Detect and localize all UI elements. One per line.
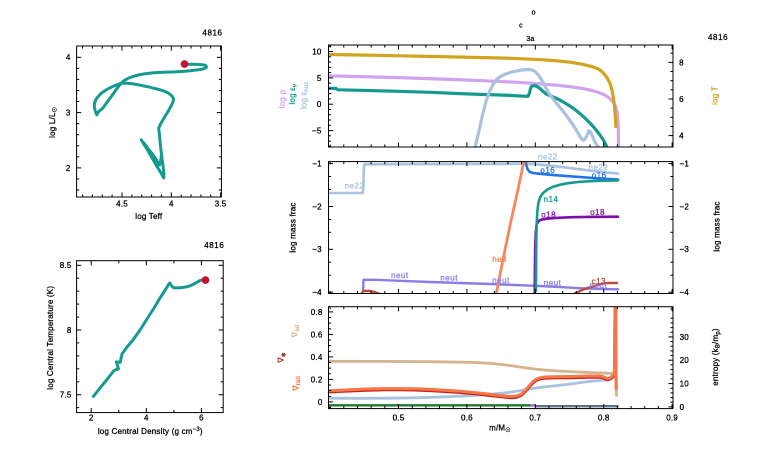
svg-text:−2: −2 xyxy=(680,202,690,211)
svg-text:−4: −4 xyxy=(680,288,690,297)
svg-text:o16: o16 xyxy=(592,171,607,180)
svg-text:0.6: 0.6 xyxy=(461,413,473,422)
svg-text:o: o xyxy=(532,9,536,16)
svg-text:4816: 4816 xyxy=(204,241,224,250)
svg-text:0.9: 0.9 xyxy=(666,413,678,422)
svg-text:6: 6 xyxy=(679,95,684,104)
svg-text:o18: o18 xyxy=(590,208,605,217)
svg-text:ne22: ne22 xyxy=(345,182,365,191)
svg-text:neut: neut xyxy=(440,273,458,282)
svg-text:log ρ: log ρ xyxy=(278,90,287,109)
svg-text:0: 0 xyxy=(680,403,685,412)
svg-text:−2: −2 xyxy=(312,202,322,211)
svg-text:log mass frac: log mass frac xyxy=(713,201,722,251)
svg-text:log Central Density (g cm−3): log Central Density (g cm−3) xyxy=(98,427,203,436)
svg-text:log Teff: log Teff xyxy=(135,212,163,221)
svg-text:4816: 4816 xyxy=(202,28,222,37)
svg-text:3.5: 3.5 xyxy=(215,200,227,209)
svg-text:5: 5 xyxy=(317,74,322,83)
svg-text:0.2: 0.2 xyxy=(311,375,323,384)
svg-text:neut: neut xyxy=(590,281,608,290)
svg-text:3a: 3a xyxy=(526,36,534,43)
svg-text:0.8: 0.8 xyxy=(598,413,610,422)
svg-text:log L/L☉: log L/L☉ xyxy=(48,107,59,138)
svg-text:−1: −1 xyxy=(312,160,322,169)
svg-text:4: 4 xyxy=(679,132,684,141)
svg-text:neut: neut xyxy=(492,276,510,285)
svg-text:entropy (kB/mp): entropy (kB/mp) xyxy=(711,328,722,386)
svg-text:0.6: 0.6 xyxy=(311,330,323,339)
svg-text:ne22: ne22 xyxy=(589,163,609,172)
svg-text:7.5: 7.5 xyxy=(60,391,72,400)
svg-text:∇✱: ∇✱ xyxy=(277,352,288,364)
svg-text:8: 8 xyxy=(679,58,684,67)
svg-text:4: 4 xyxy=(169,200,174,209)
svg-text:neut: neut xyxy=(391,271,409,280)
svg-text:0.4: 0.4 xyxy=(311,353,323,362)
svg-text:6: 6 xyxy=(199,413,204,422)
svg-text:4.5: 4.5 xyxy=(116,200,128,209)
svg-text:8.5: 8.5 xyxy=(60,261,72,270)
svg-text:8: 8 xyxy=(67,326,72,335)
svg-text:o16: o16 xyxy=(540,166,555,175)
svg-text:∇ad: ∇ad xyxy=(291,325,302,339)
svg-text:0.5: 0.5 xyxy=(393,413,405,422)
svg-text:log εnuc: log εnuc xyxy=(300,81,311,109)
svg-text:log εν: log εν xyxy=(288,84,299,105)
svg-text:10: 10 xyxy=(312,47,322,56)
svg-text:0: 0 xyxy=(318,398,323,407)
svg-text:30: 30 xyxy=(680,333,690,342)
svg-text:ne22: ne22 xyxy=(538,153,558,162)
svg-text:4: 4 xyxy=(66,53,71,62)
svg-text:0: 0 xyxy=(317,100,322,109)
svg-text:4: 4 xyxy=(144,413,149,422)
svg-text:he4: he4 xyxy=(492,255,507,264)
svg-text:−3: −3 xyxy=(680,245,690,254)
svg-text:n14: n14 xyxy=(544,195,559,204)
svg-text:m/M☉: m/M☉ xyxy=(489,424,511,435)
svg-text:log mass frac: log mass frac xyxy=(289,202,298,252)
svg-text:0.7: 0.7 xyxy=(529,413,541,422)
svg-text:20: 20 xyxy=(680,356,690,365)
svg-text:∇rad: ∇rad xyxy=(292,376,303,392)
svg-text:c: c xyxy=(519,22,523,29)
svg-text:2: 2 xyxy=(89,413,94,422)
svg-text:−4: −4 xyxy=(312,288,322,297)
svg-text:10: 10 xyxy=(680,380,690,389)
svg-text:neut: neut xyxy=(544,279,562,288)
svg-text:o18: o18 xyxy=(541,211,556,220)
svg-text:4816: 4816 xyxy=(708,33,728,42)
svg-text:3: 3 xyxy=(66,109,71,118)
svg-text:−1: −1 xyxy=(680,160,690,169)
svg-text:c13: c13 xyxy=(592,277,606,286)
svg-text:log Central Temperature (K): log Central Temperature (K) xyxy=(46,286,55,390)
svg-text:0.8: 0.8 xyxy=(311,308,323,317)
svg-text:−3: −3 xyxy=(312,245,322,254)
svg-text:−5: −5 xyxy=(312,127,322,136)
svg-text:log T: log T xyxy=(711,86,720,105)
svg-text:2: 2 xyxy=(66,164,71,173)
